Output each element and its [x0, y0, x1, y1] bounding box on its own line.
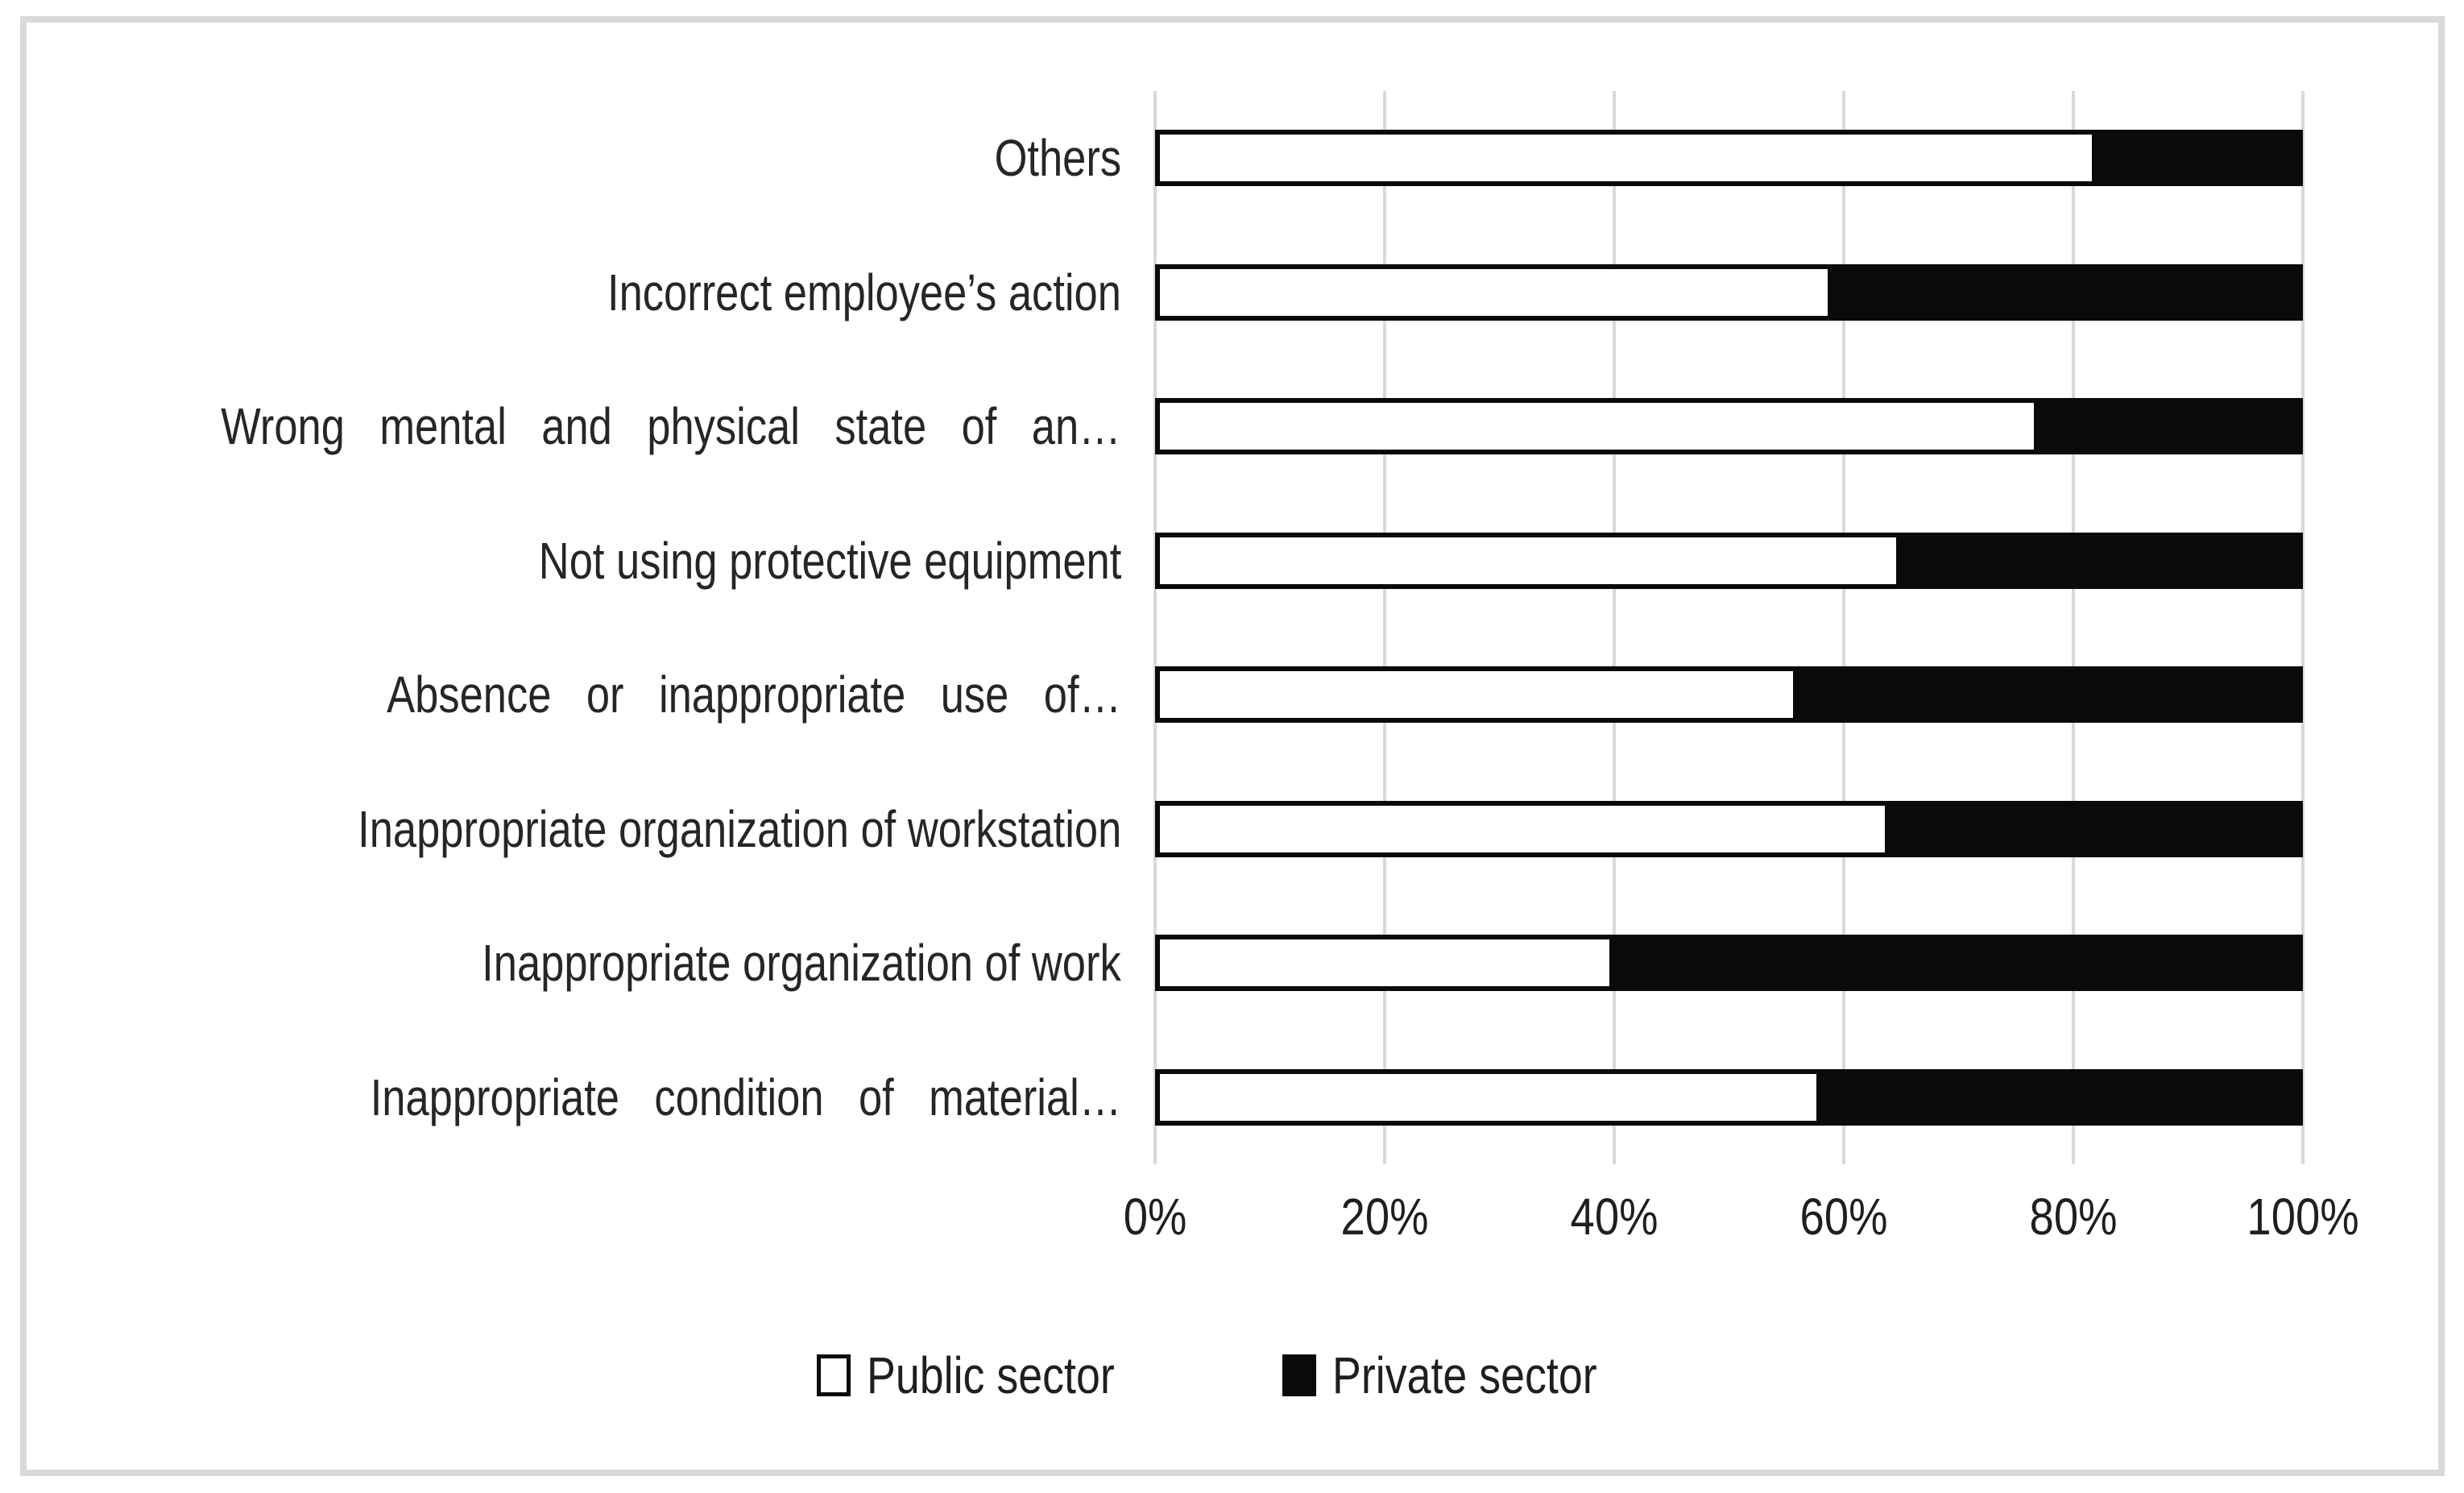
x-axis-tick-label: 0% [1123, 1188, 1187, 1246]
category-label: Inappropriate organization of work [482, 934, 1121, 993]
bar-track [1155, 800, 2303, 857]
x-axis-tick-label: 60% [1799, 1188, 1888, 1246]
legend-label: Private sector [1332, 1346, 1597, 1404]
bar-track [1155, 130, 2303, 187]
category-label-slot: Absence or inappropriate use of… [32, 628, 1136, 762]
category-label: Absence or inappropriate use of… [387, 666, 1121, 724]
public-sector-segment [1155, 800, 1890, 857]
x-axis-tick-label: 80% [2029, 1188, 2118, 1246]
category-row [1155, 359, 2303, 494]
public-sector-segment [1155, 130, 2097, 187]
category-row [1155, 762, 2303, 897]
x-axis-tick-label: 20% [1340, 1188, 1429, 1246]
legend-label: Public sector [866, 1346, 1115, 1404]
gridline [1613, 91, 1616, 1164]
x-axis-tick-label: 100% [2247, 1188, 2359, 1246]
category-row [1155, 226, 2303, 360]
category-axis-labels: Others Incorrect employee’s action Wrong m… [32, 91, 1136, 1164]
private-sector-segment [2039, 398, 2303, 455]
category-label-slot: Inappropriate organization of workstatio… [32, 762, 1136, 897]
x-axis-tick-label: 40% [1570, 1188, 1659, 1246]
category-label-slot: Inappropriate condition of material… [32, 1031, 1136, 1165]
legend: Public sector Private sector [0, 1339, 2464, 1412]
category-label: Others [994, 129, 1121, 188]
legend-item-public: Public sector [816, 1346, 1162, 1404]
bar-track [1155, 532, 2303, 589]
bar-track [1155, 666, 2303, 724]
private-sector-segment [1820, 1068, 2303, 1126]
bar-track [1155, 398, 2303, 455]
x-axis: 0% 20% 40% 60% 80% 100% [1124, 1188, 2359, 1255]
gridline [2301, 91, 2305, 1164]
private-sector-segment [1798, 666, 2303, 724]
category-label: Inappropriate condition of material… [370, 1068, 1121, 1126]
gridline [1153, 91, 1157, 1164]
private-sector-segment [1832, 263, 2303, 321]
public-sector-segment [1155, 666, 1798, 724]
category-label: Not using protective equipment [538, 531, 1121, 590]
gridline [2072, 91, 2075, 1164]
category-label: Incorrect employee’s action [607, 263, 1121, 321]
category-label-slot: Not using protective equipment [32, 494, 1136, 628]
category-label-slot: Others [32, 91, 1136, 226]
category-label: Wrong mental and physical state of an… [221, 397, 1121, 456]
legend-swatch-public [816, 1354, 851, 1396]
gridline [1383, 91, 1386, 1164]
category-row [1155, 494, 2303, 628]
category-row [1155, 1031, 2303, 1165]
public-sector-segment [1155, 263, 1832, 321]
public-sector-segment [1155, 398, 2040, 455]
private-sector-segment [1890, 800, 2303, 857]
private-sector-segment [2096, 130, 2303, 187]
bar-track [1155, 263, 2303, 321]
category-label-slot: Wrong mental and physical state of an… [32, 359, 1136, 494]
bar-track [1155, 935, 2303, 992]
bar-rows [1155, 91, 2303, 1164]
category-label-slot: Inappropriate organization of work [32, 896, 1136, 1031]
figure-frame [20, 16, 2445, 1476]
category-row [1155, 628, 2303, 762]
public-sector-segment [1155, 1068, 1821, 1126]
legend-swatch-private [1282, 1354, 1317, 1396]
private-sector-segment [1901, 532, 2303, 589]
plot-area [1153, 91, 2305, 1164]
category-label-slot: Incorrect employee’s action [32, 226, 1136, 360]
category-row [1155, 91, 2303, 226]
public-sector-segment [1155, 935, 1614, 992]
bar-track [1155, 1068, 2303, 1126]
private-sector-segment [1614, 935, 2303, 992]
gridline [1842, 91, 1845, 1164]
category-label: Inappropriate organization of workstatio… [357, 799, 1121, 858]
category-row [1155, 896, 2303, 1031]
legend-item-private: Private sector [1282, 1350, 1647, 1401]
public-sector-segment [1155, 532, 1902, 589]
